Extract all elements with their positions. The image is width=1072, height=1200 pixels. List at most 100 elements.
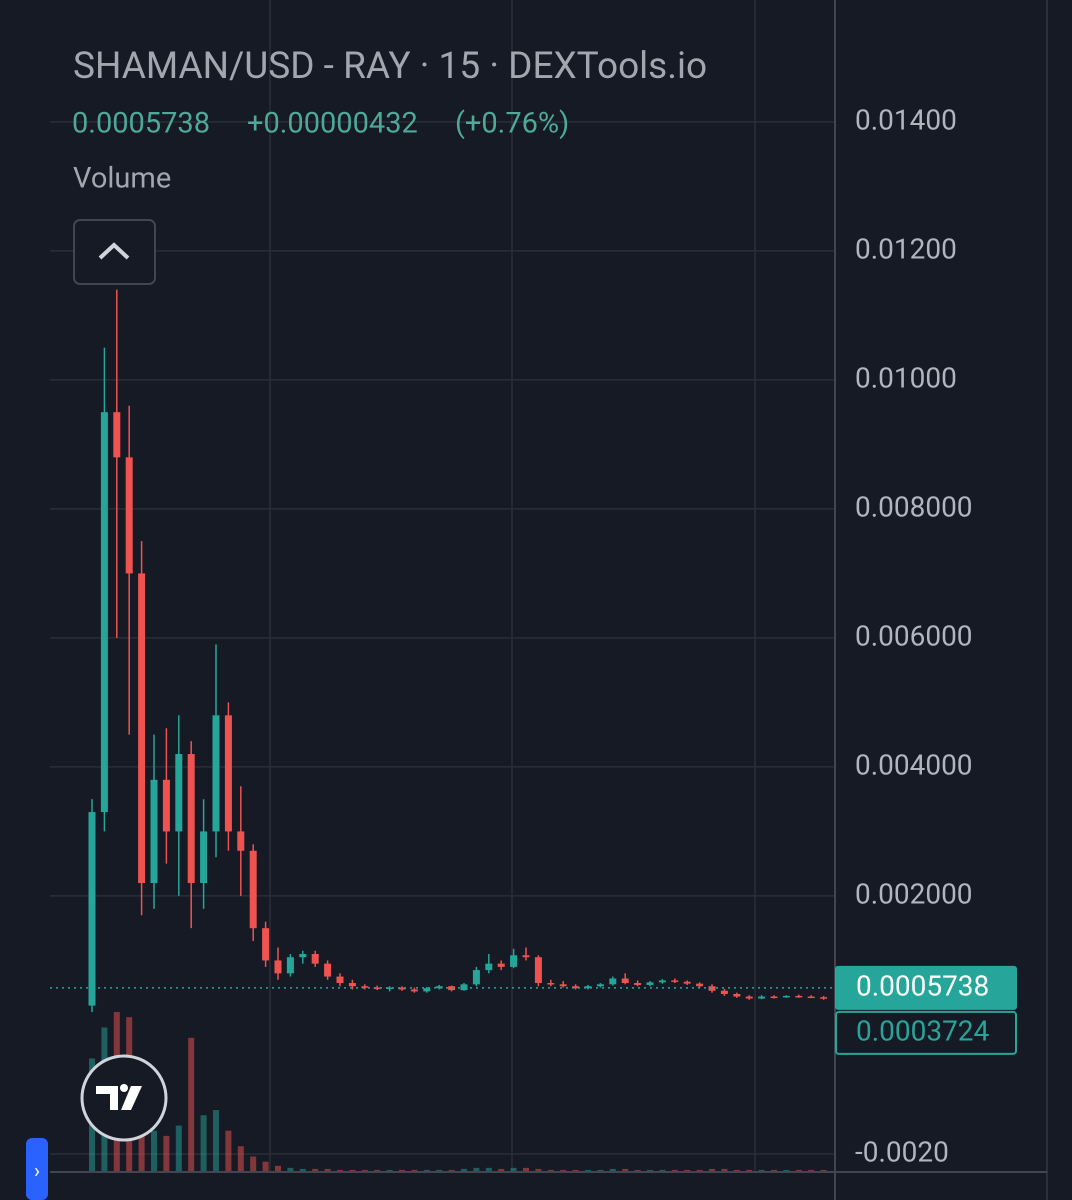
candle-body	[596, 984, 604, 987]
volume-bar	[337, 1169, 343, 1172]
candle-body	[100, 412, 108, 813]
volume-bar	[771, 1169, 777, 1172]
candle-body	[150, 779, 158, 884]
volume-bar	[597, 1169, 604, 1172]
candle-body	[658, 980, 666, 983]
candle-body	[720, 990, 728, 994]
volume-bar	[200, 1115, 207, 1172]
candle-body	[609, 978, 617, 985]
volume-bar	[423, 1169, 430, 1172]
volume-bar	[349, 1169, 356, 1172]
candle-body	[212, 715, 220, 832]
candle-body	[584, 986, 592, 989]
volume-bar	[733, 1169, 740, 1172]
candle-body	[646, 982, 654, 985]
volume-bar	[262, 1161, 269, 1172]
candle-body	[534, 957, 542, 984]
candle-body	[324, 963, 332, 977]
candle-body	[683, 981, 691, 984]
volume-bar	[175, 1125, 182, 1172]
second-price-box	[835, 1010, 1017, 1055]
volume-bar	[659, 1169, 666, 1172]
volume-bar	[585, 1169, 591, 1172]
volume-bar	[721, 1168, 728, 1172]
volume-bar	[399, 1169, 405, 1172]
volume-bar	[783, 1169, 790, 1172]
candle-body	[696, 983, 704, 987]
candle-body	[224, 715, 232, 832]
candle-body	[510, 955, 518, 967]
candle-body	[113, 412, 121, 458]
candle-body	[497, 963, 505, 967]
volume-bar	[299, 1168, 306, 1172]
volume-bar	[523, 1167, 529, 1172]
volume-bar	[671, 1169, 678, 1172]
chart-title: SHAMAN/USD - RAY · 15 · DEXTools.io	[73, 45, 707, 88]
candle-body	[373, 987, 381, 990]
candle-body	[286, 957, 294, 974]
y-tick-label: 0.008000	[855, 490, 973, 523]
candle-body	[88, 812, 96, 1006]
candle-body	[547, 983, 555, 985]
volume-bar	[250, 1156, 257, 1172]
second-price-label: 0.0003724	[856, 1014, 990, 1047]
volume-bar	[386, 1169, 393, 1172]
candle-body	[671, 980, 679, 982]
last-price: 0.0005738	[72, 107, 210, 141]
candle-body	[758, 996, 766, 999]
candle-body	[200, 831, 208, 884]
volume-bar	[436, 1169, 443, 1172]
volume-bar	[485, 1167, 492, 1172]
candle-body	[274, 960, 282, 974]
candle-body	[336, 976, 344, 984]
y-tick-label: 0.004000	[855, 748, 973, 781]
candle-body	[559, 984, 567, 987]
side-tab[interactable]	[26, 1138, 48, 1200]
volume-bar	[709, 1168, 715, 1172]
candle-body	[572, 986, 580, 989]
candle-body	[348, 983, 356, 987]
y-tick-label: 0.006000	[855, 619, 973, 652]
candle-body	[386, 987, 394, 990]
candle-body	[237, 831, 245, 851]
volume-bar	[609, 1168, 616, 1172]
candle-body	[311, 953, 319, 964]
volume-bar	[647, 1169, 653, 1172]
tradingview-logo[interactable]	[80, 1054, 168, 1142]
candle-body	[782, 995, 790, 998]
collapse-button[interactable]	[73, 219, 156, 285]
last-price-box	[835, 965, 1017, 1010]
volume-bar	[275, 1165, 281, 1172]
candle-body	[820, 997, 828, 999]
volume-bar	[746, 1169, 753, 1172]
volume-bar	[324, 1168, 331, 1172]
y-tick-label: 0.01200	[855, 232, 957, 265]
candle-body	[410, 989, 418, 992]
candle-body	[187, 754, 195, 884]
candle-body	[733, 993, 741, 997]
volume-bar	[560, 1169, 567, 1172]
volume-bar	[820, 1169, 827, 1172]
price-axis: 0.01400 0.01200 0.01000 0.008000 0.006000 0.0…	[835, 103, 1017, 1168]
volume-bar	[572, 1169, 579, 1172]
volume-label: Volume	[73, 162, 171, 196]
logo-dot	[120, 1084, 128, 1092]
volume-bar	[795, 1169, 802, 1172]
volume-bar	[374, 1169, 381, 1172]
price-change-percent: (+0.76%)	[455, 107, 569, 141]
volume-bar	[498, 1168, 505, 1172]
y-tick-label: 0.01400	[855, 103, 957, 136]
volume-bar	[448, 1169, 455, 1172]
candle-body	[621, 978, 629, 984]
volume-bar	[163, 1135, 170, 1172]
y-tick-label: 0.002000	[855, 877, 973, 910]
volume-bar	[696, 1169, 703, 1172]
price-change: +0.00000432	[247, 107, 418, 141]
candle-body	[807, 996, 815, 999]
volume-bar	[312, 1168, 319, 1172]
volume-bar	[473, 1167, 480, 1172]
volume-bar	[461, 1168, 467, 1172]
volume-bar	[547, 1169, 554, 1172]
candle-body	[299, 953, 307, 958]
candle-body	[249, 850, 257, 929]
